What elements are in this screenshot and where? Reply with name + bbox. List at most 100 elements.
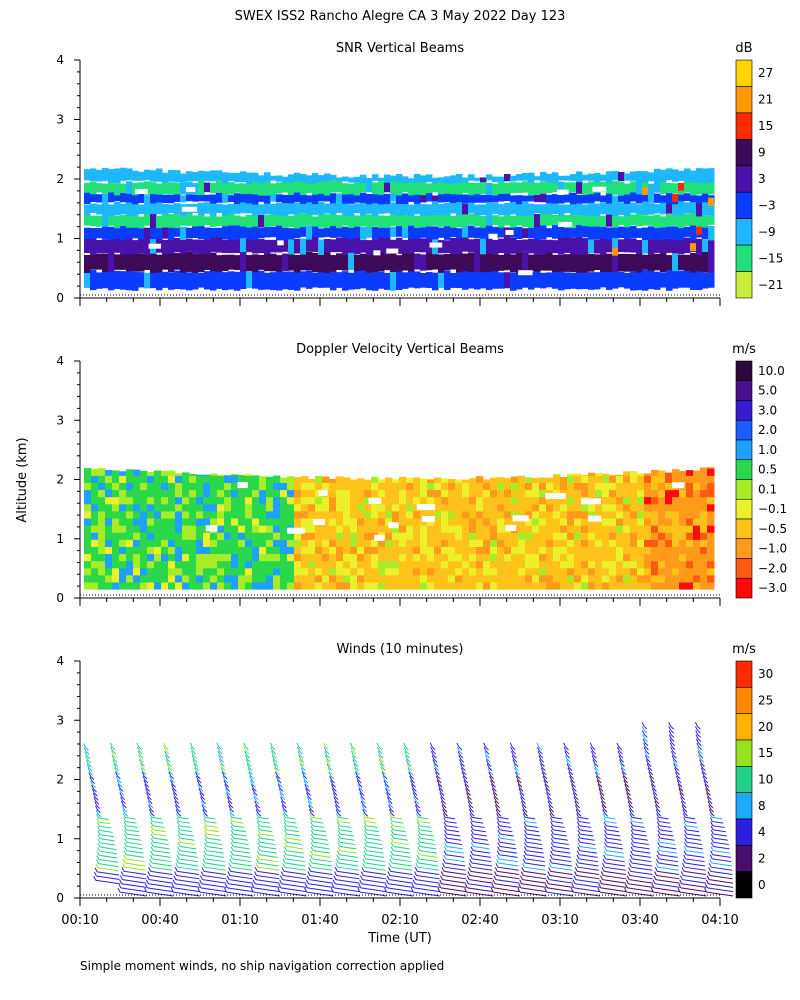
doppler-cell	[462, 567, 470, 576]
doppler-cell	[210, 582, 218, 590]
wind-barb-flag	[226, 796, 230, 802]
doppler-cell	[168, 560, 176, 569]
doppler-cell	[112, 553, 120, 562]
wind-barb	[357, 779, 362, 784]
wind-barb-flag	[439, 792, 443, 797]
snr-cell	[384, 224, 391, 239]
doppler-cell	[175, 525, 183, 533]
snr-cell	[654, 271, 661, 290]
snr-cell	[234, 172, 241, 183]
wind-barb-flag	[590, 746, 594, 752]
doppler-cell	[455, 518, 463, 526]
snr-cell	[630, 192, 637, 202]
snr-cell	[564, 236, 571, 253]
snr-cell	[126, 271, 133, 291]
wind-barb	[313, 841, 329, 846]
wind-barb	[331, 779, 335, 784]
doppler-cell	[539, 510, 547, 519]
snr-cell	[102, 253, 109, 272]
wind-barb	[118, 783, 123, 788]
doppler-cell	[350, 489, 358, 498]
wind-barb-flag	[459, 759, 463, 764]
wind-barb	[307, 792, 311, 796]
doppler-cell	[553, 503, 561, 512]
snr-cell	[408, 178, 415, 183]
wind-barb-flag	[308, 867, 312, 872]
snr-cell	[270, 226, 277, 238]
wind-barb-flag	[142, 775, 146, 781]
wind-barb-flag	[680, 796, 684, 802]
wind-barb-flag	[683, 817, 687, 822]
snr-cell	[186, 238, 193, 252]
doppler-cell	[700, 489, 708, 498]
snr-cell	[96, 204, 103, 215]
wind-barb	[499, 841, 516, 846]
doppler-cell	[581, 553, 589, 562]
wind-barb-flag	[389, 854, 393, 860]
wind-barb-flag	[550, 842, 554, 847]
wind-barb-flag	[629, 813, 633, 818]
doppler-cell	[301, 518, 309, 526]
doppler-cell	[420, 482, 428, 491]
doppler-cell	[420, 510, 428, 519]
wind-barb-flag	[274, 767, 278, 773]
snr-cell	[480, 238, 487, 254]
doppler-cell	[574, 496, 582, 505]
doppler-cell	[322, 574, 330, 583]
snr-cell	[264, 214, 271, 228]
doppler-cell	[259, 518, 267, 526]
colorbar-swatch	[735, 538, 753, 559]
wind-barb-flag	[414, 871, 418, 876]
wind-barb	[435, 767, 439, 771]
wind-barb-flag	[617, 750, 621, 756]
wind-barb	[233, 837, 248, 841]
wind-barb	[114, 763, 119, 767]
wind-barb	[218, 746, 223, 751]
snr-cell	[588, 253, 595, 272]
wind-barb	[595, 767, 599, 771]
wind-barb-flag	[630, 842, 634, 847]
snr-cell	[192, 269, 199, 290]
wind-barb-flag	[257, 846, 261, 851]
wind-barb	[174, 887, 200, 893]
x-tick-label: 00:40	[141, 913, 178, 928]
wind-barb-flag	[275, 775, 279, 781]
wind-barb-flag	[150, 821, 154, 826]
wind-barb	[392, 821, 404, 824]
wind-barb	[579, 854, 598, 858]
snr-cell	[318, 192, 325, 202]
doppler-cell	[336, 496, 344, 505]
wind-barb	[658, 858, 679, 863]
wind-barb-flag	[175, 809, 179, 814]
wind-barb-flag	[150, 829, 154, 835]
wind-barb	[92, 784, 96, 789]
doppler-cell	[532, 525, 540, 533]
snr-cell	[204, 182, 211, 193]
doppler-cell	[161, 475, 169, 483]
wind-barb-flag	[356, 780, 360, 785]
snr-cell	[132, 271, 139, 291]
wind-barb-flag	[223, 780, 227, 785]
doppler-cell	[273, 553, 281, 562]
colorbar-swatch	[735, 439, 753, 461]
doppler-cell	[420, 560, 428, 569]
wind-barb-flag	[683, 821, 687, 826]
snr-cell	[486, 182, 493, 195]
wind-barb-flag	[622, 775, 626, 781]
wind-barb	[709, 804, 714, 809]
snr-cell	[114, 215, 121, 229]
wind-barb	[414, 883, 440, 888]
wind-barb-flag	[563, 742, 566, 748]
wind-barb-flag	[200, 800, 204, 806]
doppler-cell	[658, 582, 666, 590]
wind-barb-flag	[645, 759, 649, 764]
wind-barb-flag	[458, 755, 462, 760]
doppler-cell	[203, 510, 211, 519]
wind-barb	[655, 800, 660, 805]
wind-barb-flag	[350, 746, 354, 752]
doppler-cell	[371, 503, 379, 512]
snr-cell	[222, 254, 229, 272]
wind-barb	[125, 858, 145, 863]
doppler-cell	[427, 546, 435, 555]
snr-cell	[420, 214, 427, 228]
